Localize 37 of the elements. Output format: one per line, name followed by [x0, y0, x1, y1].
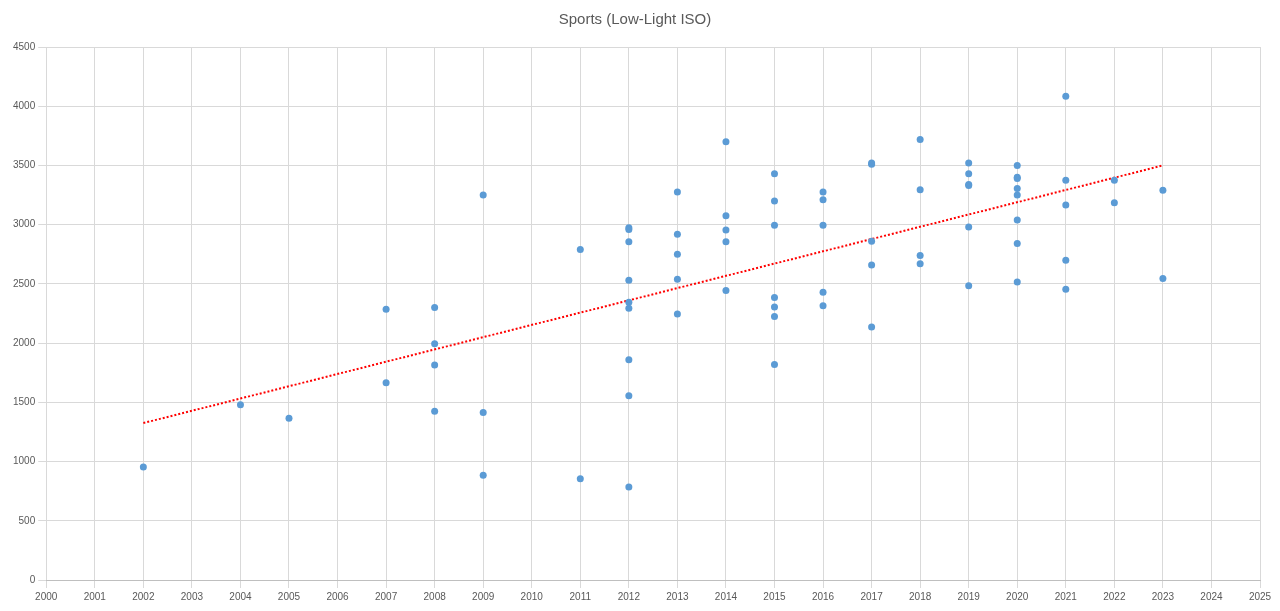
- x-tick-label: 2016: [811, 590, 835, 602]
- x-tick-label: 2019: [957, 590, 981, 602]
- x-tick-label: 2007: [374, 590, 398, 602]
- x-tick-label: 2001: [83, 590, 107, 602]
- y-tick-label: 2500: [13, 277, 36, 289]
- x-tick-label: 2006: [326, 590, 350, 602]
- x-tick-label: 2004: [229, 590, 253, 602]
- x-tick-label: 2018: [909, 590, 932, 602]
- y-tick-label: 3500: [13, 159, 36, 171]
- x-tick-label: 2005: [277, 590, 301, 602]
- x-tick-label: 2008: [423, 590, 447, 602]
- y-tick-label: 3000: [13, 218, 36, 230]
- x-tick-label: 2022: [1103, 590, 1126, 602]
- y-tick-label: 500: [18, 514, 36, 526]
- x-tick-label: 2017: [860, 590, 884, 602]
- x-tick-label: 2011: [569, 590, 592, 602]
- x-tick-label: 2003: [180, 590, 204, 602]
- x-tick-label: 2023: [1151, 590, 1175, 602]
- x-tick-label: 2015: [763, 590, 787, 602]
- y-tick-label: 1000: [13, 455, 36, 467]
- y-tick-label: 0: [29, 573, 36, 585]
- y-tick-label: 2000: [13, 336, 36, 348]
- x-tick-label: 2002: [132, 590, 155, 602]
- y-tick-label: 4000: [13, 99, 36, 111]
- x-tick-label: 2020: [1006, 590, 1029, 602]
- x-tick-label: 2013: [666, 590, 689, 602]
- x-tick-label: 2012: [617, 590, 641, 602]
- x-tick-label: 2021: [1054, 590, 1078, 602]
- x-tick-label: 2009: [472, 590, 495, 602]
- y-tick-label: 4500: [13, 40, 36, 52]
- x-tick-label: 2010: [520, 590, 544, 602]
- x-tick-label: 2000: [35, 590, 58, 602]
- x-tick-label: 2014: [714, 590, 738, 602]
- chart-title: Sports (Low-Light ISO): [558, 10, 712, 28]
- y-tick-label: 1500: [13, 396, 36, 408]
- x-tick-label: 2024: [1200, 590, 1224, 602]
- x-tick-label: 2025: [1248, 590, 1272, 602]
